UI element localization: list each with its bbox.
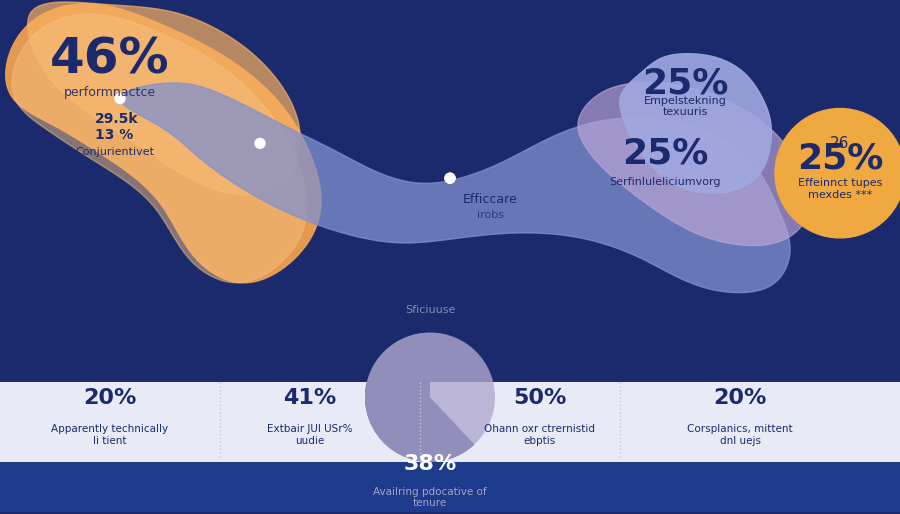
Polygon shape	[620, 54, 771, 193]
Wedge shape	[365, 333, 495, 462]
Text: 25%: 25%	[622, 136, 708, 170]
Text: Conjurientivet: Conjurientivet	[75, 148, 154, 157]
Polygon shape	[12, 14, 307, 283]
Text: 26: 26	[831, 136, 850, 151]
Circle shape	[775, 108, 900, 238]
Text: Effeinnct tupes
mexdes ***: Effeinnct tupes mexdes ***	[797, 178, 882, 200]
Text: 20%: 20%	[714, 388, 767, 408]
Text: performnactce: performnactce	[64, 85, 156, 99]
Text: Apparently technically
li tient: Apparently technically li tient	[51, 424, 168, 446]
Circle shape	[445, 173, 455, 183]
Text: 38%: 38%	[403, 454, 456, 474]
Polygon shape	[120, 83, 790, 292]
Text: 25%: 25%	[642, 67, 728, 101]
Text: 46%: 46%	[50, 35, 170, 84]
Text: Neme: Neme	[405, 318, 454, 333]
Text: Efficcare: Efficcare	[463, 193, 518, 206]
Polygon shape	[5, 4, 321, 283]
Circle shape	[255, 138, 265, 149]
Polygon shape	[578, 82, 810, 246]
Bar	[0, 462, 900, 511]
Text: 50%: 50%	[513, 388, 567, 408]
Text: Extbair JUl USr%
uudie: Extbair JUl USr% uudie	[267, 424, 353, 446]
Text: 29.5k: 29.5k	[95, 113, 139, 126]
Circle shape	[445, 173, 455, 183]
Polygon shape	[28, 2, 301, 195]
Text: 25%: 25%	[796, 141, 883, 175]
Text: 13 %: 13 %	[95, 128, 133, 142]
Text: irobs: irobs	[476, 210, 503, 220]
Text: Serfinluleliciumvorg: Serfinluleliciumvorg	[609, 177, 721, 187]
Text: 41%: 41%	[284, 388, 337, 408]
Circle shape	[115, 94, 125, 103]
Text: pockersving: pockersving	[356, 145, 424, 155]
Text: Permanse: Permanse	[359, 128, 421, 141]
Text: Empelstekning
texuuris: Empelstekning texuuris	[644, 96, 726, 118]
Wedge shape	[365, 333, 474, 462]
Text: Corsplanics, mittent
dnl uejs: Corsplanics, mittent dnl uejs	[688, 424, 793, 446]
Text: Ohann oxr ctrernistid
ebptis: Ohann oxr ctrernistid ebptis	[484, 424, 596, 446]
Text: Availring pdocative of
tenure: Availring pdocative of tenure	[374, 487, 487, 508]
Text: Sficiuuse: Sficiuuse	[405, 305, 455, 315]
Bar	[0, 382, 900, 511]
Text: 20%: 20%	[84, 388, 137, 408]
